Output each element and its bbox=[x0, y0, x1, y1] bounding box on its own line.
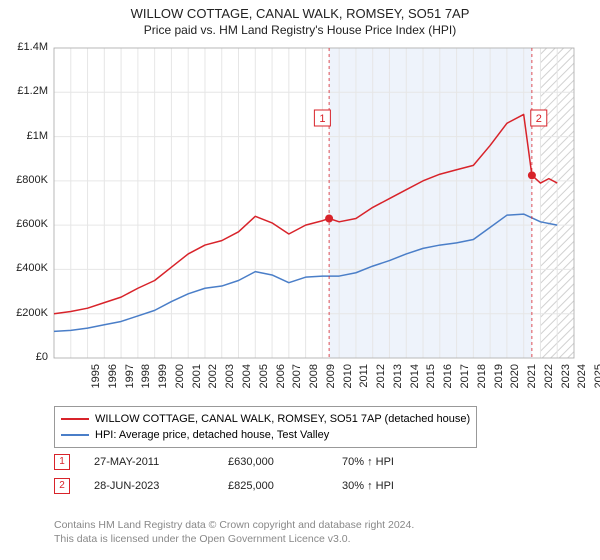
chart-container: WILLOW COTTAGE, CANAL WALK, ROMSEY, SO51… bbox=[0, 0, 600, 560]
sale-row: 2 28-JUN-2023 £825,000 30% ↑ HPI bbox=[54, 478, 394, 494]
sale-date: 28-JUN-2023 bbox=[94, 480, 204, 492]
xtick-label: 2023 bbox=[560, 364, 572, 404]
ytick-label: £800K bbox=[0, 174, 48, 186]
xtick-label: 2025 bbox=[593, 364, 600, 404]
sale-marker-icon: 2 bbox=[54, 478, 70, 494]
ytick-label: £1M bbox=[0, 130, 48, 142]
ytick-label: £1.2M bbox=[0, 85, 48, 97]
sale-price: £825,000 bbox=[228, 480, 318, 492]
attribution-line2: This data is licensed under the Open Gov… bbox=[54, 532, 414, 546]
xtick-label: 2007 bbox=[291, 364, 303, 404]
xtick-label: 2011 bbox=[358, 364, 370, 404]
ytick-label: £0 bbox=[0, 351, 48, 363]
xtick-label: 2009 bbox=[325, 364, 337, 404]
ytick-label: £1.4M bbox=[0, 41, 48, 53]
xtick-label: 2010 bbox=[342, 364, 354, 404]
xtick-label: 2021 bbox=[526, 364, 538, 404]
xtick-label: 1998 bbox=[140, 364, 152, 404]
legend-swatch bbox=[61, 434, 89, 436]
xtick-label: 2016 bbox=[442, 364, 454, 404]
xtick-label: 2017 bbox=[459, 364, 471, 404]
sale-marker-icon: 1 bbox=[54, 454, 70, 470]
xtick-label: 2014 bbox=[409, 364, 421, 404]
xtick-label: 2024 bbox=[576, 364, 588, 404]
xtick-label: 1997 bbox=[124, 364, 136, 404]
svg-text:1: 1 bbox=[319, 113, 325, 125]
attribution-text: Contains HM Land Registry data © Crown c… bbox=[54, 518, 414, 546]
xtick-label: 2000 bbox=[174, 364, 186, 404]
xtick-label: 2020 bbox=[509, 364, 521, 404]
svg-text:2: 2 bbox=[536, 113, 542, 125]
sale-delta: 30% ↑ HPI bbox=[342, 480, 394, 492]
xtick-label: 1995 bbox=[90, 364, 102, 404]
ytick-label: £600K bbox=[0, 218, 48, 230]
legend-row: HPI: Average price, detached house, Test… bbox=[61, 427, 470, 443]
xtick-label: 2006 bbox=[275, 364, 287, 404]
attribution-line1: Contains HM Land Registry data © Crown c… bbox=[54, 518, 414, 532]
xtick-label: 2015 bbox=[425, 364, 437, 404]
xtick-label: 2001 bbox=[191, 364, 203, 404]
xtick-label: 2005 bbox=[258, 364, 270, 404]
sale-row: 1 27-MAY-2011 £630,000 70% ↑ HPI bbox=[54, 454, 394, 470]
ytick-label: £400K bbox=[0, 262, 48, 274]
xtick-label: 2002 bbox=[207, 364, 219, 404]
legend-label: HPI: Average price, detached house, Test… bbox=[95, 429, 329, 441]
xtick-label: 2013 bbox=[392, 364, 404, 404]
legend-row: WILLOW COTTAGE, CANAL WALK, ROMSEY, SO51… bbox=[61, 411, 470, 427]
xtick-label: 2022 bbox=[543, 364, 555, 404]
xtick-label: 2012 bbox=[375, 364, 387, 404]
sale-date: 27-MAY-2011 bbox=[94, 456, 204, 468]
sale-delta: 70% ↑ HPI bbox=[342, 456, 394, 468]
xtick-label: 2004 bbox=[241, 364, 253, 404]
ytick-label: £200K bbox=[0, 307, 48, 319]
xtick-label: 1999 bbox=[157, 364, 169, 404]
chart-svg: 12 bbox=[0, 0, 600, 560]
legend-label: WILLOW COTTAGE, CANAL WALK, ROMSEY, SO51… bbox=[95, 413, 470, 425]
xtick-label: 2018 bbox=[476, 364, 488, 404]
legend-swatch bbox=[61, 418, 89, 420]
xtick-label: 2019 bbox=[493, 364, 505, 404]
xtick-label: 1996 bbox=[107, 364, 119, 404]
sale-price: £630,000 bbox=[228, 456, 318, 468]
xtick-label: 2008 bbox=[308, 364, 320, 404]
legend-box: WILLOW COTTAGE, CANAL WALK, ROMSEY, SO51… bbox=[54, 406, 477, 448]
xtick-label: 2003 bbox=[224, 364, 236, 404]
